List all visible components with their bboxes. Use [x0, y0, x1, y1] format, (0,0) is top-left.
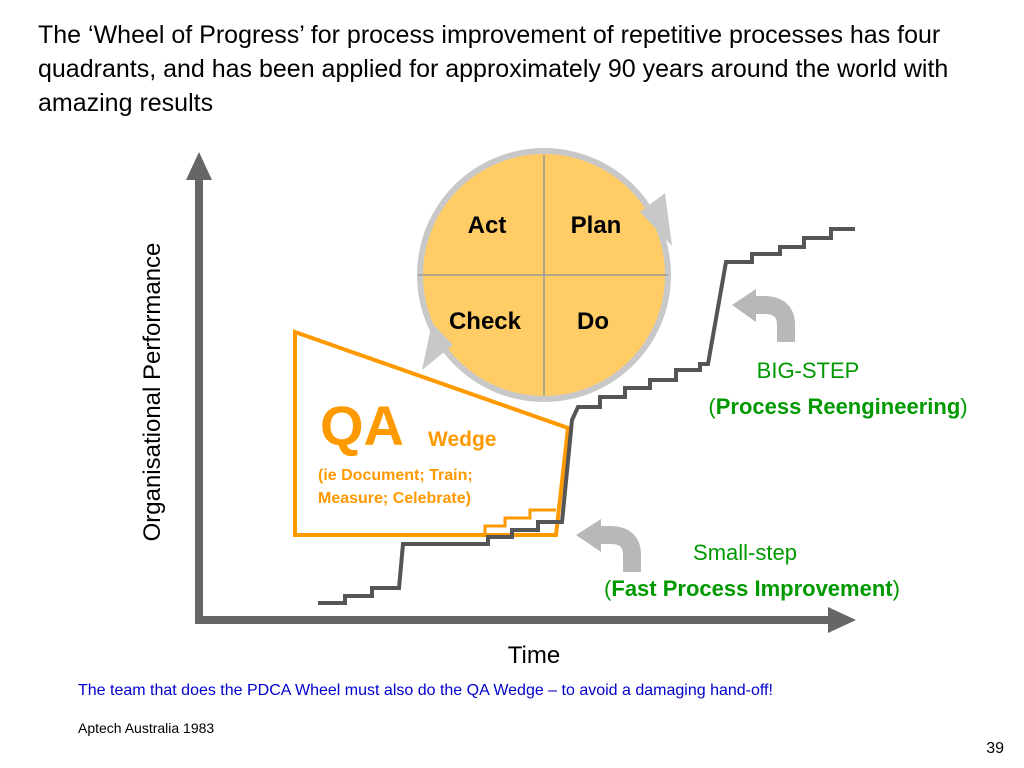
footnote: The team that does the PDCA Wheel must a…	[78, 682, 773, 699]
small-step-sublabel: (Fast Process Improvement)	[604, 576, 900, 601]
small-step-bold: Fast Process Improvement	[611, 576, 893, 601]
quadrant-plan: Plan	[571, 212, 622, 239]
wedge-steps	[483, 508, 556, 535]
x-axis-arrowhead	[828, 607, 856, 633]
small-step-arrow-icon	[576, 519, 641, 572]
qa-wedge	[293, 329, 571, 537]
y-axis-arrowhead	[186, 152, 212, 180]
quadrant-do: Do	[577, 308, 609, 335]
big-step-close-paren: )	[960, 394, 967, 419]
wheel-arrowhead-bottom-left	[422, 323, 453, 370]
quadrant-check: Check	[449, 308, 522, 335]
qa-wedge-title: QA	[320, 394, 404, 457]
small-step-close-paren: )	[893, 576, 900, 601]
big-step-bold: Process Reengineering	[716, 394, 961, 419]
slide-title: The ‘Wheel of Progress’ for process impr…	[38, 21, 949, 117]
y-axis-label: Organisational Performance	[139, 243, 166, 542]
x-axis-label: Time	[508, 642, 560, 669]
small-step-open-paren: (	[604, 576, 612, 601]
big-step-sublabel: (Process Reengineering)	[708, 394, 967, 419]
big-step-arrow-icon	[732, 289, 795, 342]
quadrant-act: Act	[468, 212, 507, 239]
big-step-open-paren: (	[708, 394, 716, 419]
qa-wedge-detail-line2: Measure; Celebrate)	[318, 490, 471, 507]
slide-number: 39	[986, 740, 1004, 757]
small-step-label: Small-step	[693, 540, 797, 565]
qa-wedge-detail-line1: (ie Document; Train;	[318, 467, 473, 484]
source-credit: Aptech Australia 1983	[78, 720, 215, 736]
qa-wedge-subtitle: Wedge	[428, 428, 496, 451]
big-step-label: BIG-STEP	[757, 358, 860, 383]
wheel-arrowhead-top-right	[640, 193, 672, 246]
performance-staircase	[318, 227, 855, 605]
